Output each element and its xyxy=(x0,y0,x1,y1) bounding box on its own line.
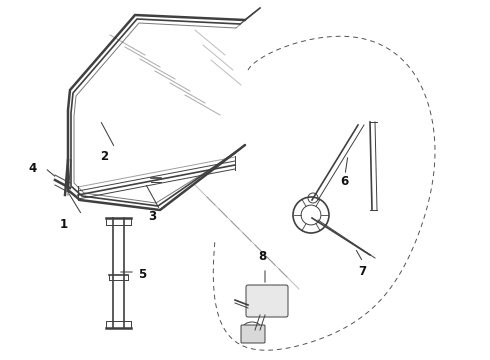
Text: 1: 1 xyxy=(60,218,68,231)
FancyBboxPatch shape xyxy=(246,285,288,317)
FancyBboxPatch shape xyxy=(241,325,265,343)
Text: 6: 6 xyxy=(340,175,348,188)
Text: 7: 7 xyxy=(358,265,366,278)
Text: 3: 3 xyxy=(148,210,156,223)
Text: 2: 2 xyxy=(100,150,108,163)
Text: 4: 4 xyxy=(28,162,36,175)
Text: 5: 5 xyxy=(138,268,146,281)
Text: 8: 8 xyxy=(258,250,266,263)
